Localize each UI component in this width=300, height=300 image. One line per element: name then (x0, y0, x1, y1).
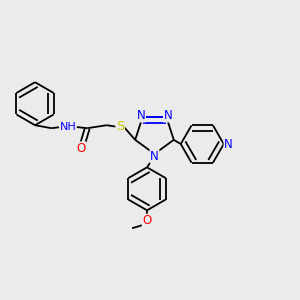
Text: N: N (150, 150, 159, 163)
Text: N: N (137, 109, 146, 122)
Text: O: O (77, 142, 86, 155)
Text: N: N (224, 137, 233, 151)
Text: N: N (164, 109, 172, 122)
Text: S: S (116, 120, 124, 133)
Text: NH: NH (59, 122, 76, 132)
Text: O: O (142, 214, 152, 227)
